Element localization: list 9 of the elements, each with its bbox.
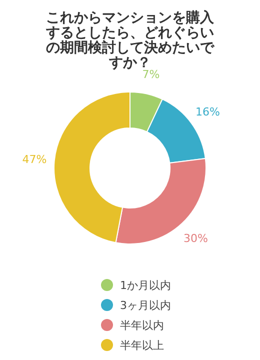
legend-label: 1か月以内 (120, 278, 171, 292)
data-label: 16% (195, 105, 220, 118)
chart-title: これからマンションを購入するとしたら、どれぐらいの期間検討して決めたいですか？ (45, 10, 215, 71)
legend-label: 半年以内 (120, 318, 164, 332)
legend-label: 半年以上 (120, 338, 164, 352)
legend-label: 3ヶ月以内 (120, 298, 171, 312)
data-label: 30% (183, 232, 208, 245)
data-label: 7% (142, 68, 160, 82)
data-label: 47% (22, 152, 47, 166)
